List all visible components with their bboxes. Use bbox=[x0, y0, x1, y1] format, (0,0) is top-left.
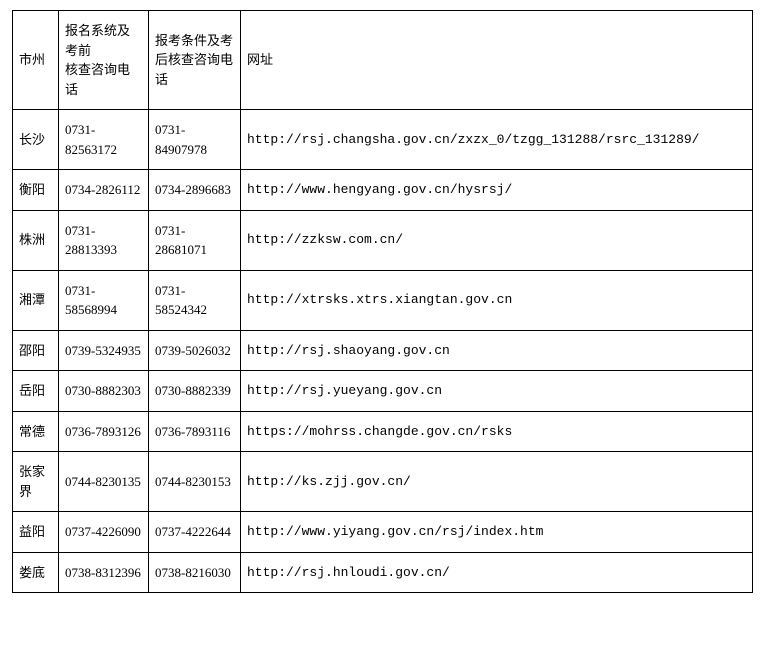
table-row: 邵阳 0739-5324935 0739-5026032 http://rsj.… bbox=[13, 330, 753, 371]
header-phone1-line1: 报名系统及考前 bbox=[65, 23, 130, 58]
table-body: 长沙 0731-82563172 0731-84907978 http://rs… bbox=[13, 110, 753, 593]
header-url: 网址 bbox=[241, 11, 753, 110]
cell-url: http://rsj.changsha.gov.cn/zxzx_0/tzgg_1… bbox=[241, 110, 753, 170]
cell-phone1: 0736-7893126 bbox=[59, 411, 149, 452]
header-phone1: 报名系统及考前 核查咨询电话 bbox=[59, 11, 149, 110]
cell-phone1: 0739-5324935 bbox=[59, 330, 149, 371]
cell-city: 株洲 bbox=[13, 210, 59, 270]
cell-phone2: 0744-8230153 bbox=[149, 452, 241, 512]
cell-url: https://mohrss.changde.gov.cn/rsks bbox=[241, 411, 753, 452]
cell-city: 长沙 bbox=[13, 110, 59, 170]
header-city: 市州 bbox=[13, 11, 59, 110]
cell-phone2: 0730-8882339 bbox=[149, 371, 241, 412]
table-row: 益阳 0737-4226090 0737-4222644 http://www.… bbox=[13, 512, 753, 553]
header-phone1-line2: 核查咨询电话 bbox=[65, 62, 130, 97]
table-row: 岳阳 0730-8882303 0730-8882339 http://rsj.… bbox=[13, 371, 753, 412]
cell-phone1: 0731-82563172 bbox=[59, 110, 149, 170]
cell-city: 邵阳 bbox=[13, 330, 59, 371]
cell-phone1: 0731-58568994 bbox=[59, 270, 149, 330]
cell-phone1: 0738-8312396 bbox=[59, 552, 149, 593]
cell-url: http://ks.zjj.gov.cn/ bbox=[241, 452, 753, 512]
cell-city: 湘潭 bbox=[13, 270, 59, 330]
cell-url: http://xtrsks.xtrs.xiangtan.gov.cn bbox=[241, 270, 753, 330]
table-row: 常德 0736-7893126 0736-7893116 https://moh… bbox=[13, 411, 753, 452]
cell-city: 常德 bbox=[13, 411, 59, 452]
cell-phone2: 0734-2896683 bbox=[149, 170, 241, 211]
cell-city: 娄底 bbox=[13, 552, 59, 593]
cell-phone1: 0731-28813393 bbox=[59, 210, 149, 270]
cell-city: 岳阳 bbox=[13, 371, 59, 412]
table-row: 衡阳 0734-2826112 0734-2896683 http://www.… bbox=[13, 170, 753, 211]
table-row: 湘潭 0731-58568994 0731-58524342 http://xt… bbox=[13, 270, 753, 330]
cell-phone2: 0737-4222644 bbox=[149, 512, 241, 553]
header-phone2: 报考条件及考后核查咨询电话 bbox=[149, 11, 241, 110]
cell-phone1: 0730-8882303 bbox=[59, 371, 149, 412]
cell-url: http://rsj.shaoyang.gov.cn bbox=[241, 330, 753, 371]
cell-phone2: 0739-5026032 bbox=[149, 330, 241, 371]
cell-url: http://zzksw.com.cn/ bbox=[241, 210, 753, 270]
cell-phone1: 0744-8230135 bbox=[59, 452, 149, 512]
cell-url: http://www.yiyang.gov.cn/rsj/index.htm bbox=[241, 512, 753, 553]
cell-city: 张家界 bbox=[13, 452, 59, 512]
table-row: 株洲 0731-28813393 0731-28681071 http://zz… bbox=[13, 210, 753, 270]
cell-url: http://rsj.yueyang.gov.cn bbox=[241, 371, 753, 412]
contact-table: 市州 报名系统及考前 核查咨询电话 报考条件及考后核查咨询电话 网址 长沙 07… bbox=[12, 10, 753, 593]
cell-phone2: 0731-84907978 bbox=[149, 110, 241, 170]
cell-url: http://www.hengyang.gov.cn/hysrsj/ bbox=[241, 170, 753, 211]
cell-phone1: 0737-4226090 bbox=[59, 512, 149, 553]
cell-city: 衡阳 bbox=[13, 170, 59, 211]
table-row: 娄底 0738-8312396 0738-8216030 http://rsj.… bbox=[13, 552, 753, 593]
table-row: 张家界 0744-8230135 0744-8230153 http://ks.… bbox=[13, 452, 753, 512]
cell-phone2: 0731-58524342 bbox=[149, 270, 241, 330]
table-row: 长沙 0731-82563172 0731-84907978 http://rs… bbox=[13, 110, 753, 170]
cell-phone1: 0734-2826112 bbox=[59, 170, 149, 211]
cell-phone2: 0731-28681071 bbox=[149, 210, 241, 270]
cell-url: http://rsj.hnloudi.gov.cn/ bbox=[241, 552, 753, 593]
table-header-row: 市州 报名系统及考前 核查咨询电话 报考条件及考后核查咨询电话 网址 bbox=[13, 11, 753, 110]
cell-phone2: 0736-7893116 bbox=[149, 411, 241, 452]
cell-city: 益阳 bbox=[13, 512, 59, 553]
cell-phone2: 0738-8216030 bbox=[149, 552, 241, 593]
